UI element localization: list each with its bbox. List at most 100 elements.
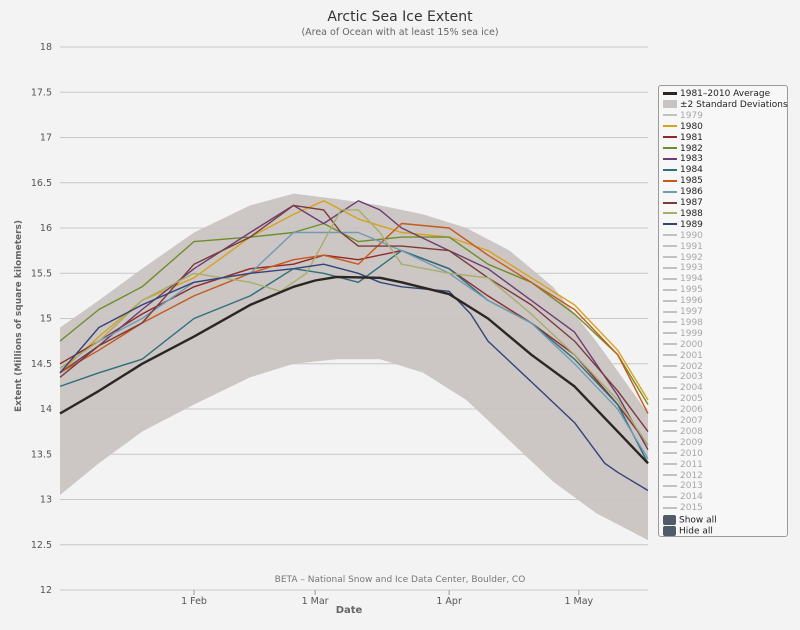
legend-label: 1981–2010 Average bbox=[680, 89, 771, 99]
legend-item-1992[interactable]: 1992 bbox=[663, 253, 703, 264]
legend-item-1993[interactable]: 1993 bbox=[663, 263, 703, 274]
legend-item-1990[interactable]: 1990 bbox=[663, 231, 703, 242]
series-line-1989 bbox=[59, 263, 649, 492]
legend-label: 1999 bbox=[680, 328, 703, 339]
legend-swatch bbox=[663, 484, 677, 487]
chart-subtitle: (Area of Ocean with at least 15% sea ice… bbox=[301, 27, 498, 38]
y-tick-label: 13.5 bbox=[31, 449, 52, 460]
legend-swatch bbox=[663, 386, 677, 389]
legend-item-2005[interactable]: 2005 bbox=[663, 394, 703, 405]
legend-item-2015[interactable]: 2015 bbox=[663, 503, 703, 514]
legend-swatch bbox=[663, 256, 677, 258]
legend-item-2007[interactable]: 2007 bbox=[663, 416, 703, 427]
series-line-1986 bbox=[59, 231, 649, 460]
legend-item-1987[interactable]: 1987 bbox=[663, 198, 703, 209]
legend-swatch bbox=[663, 332, 677, 335]
legend-item-1985[interactable]: 1985 bbox=[663, 176, 703, 187]
legend-swatch bbox=[663, 474, 677, 476]
legend-label: 2000 bbox=[680, 339, 703, 350]
legend-item-2013[interactable]: 2013 bbox=[663, 481, 703, 492]
y-tick-label: 16 bbox=[40, 223, 52, 234]
legend-item-1989[interactable]: 1989 bbox=[663, 220, 703, 231]
y-tick-label: 14.5 bbox=[31, 359, 52, 370]
legend-swatch bbox=[663, 310, 677, 313]
legend-swatch bbox=[663, 223, 677, 226]
legend-item-1999[interactable]: 1999 bbox=[663, 329, 703, 340]
legend-swatch bbox=[663, 343, 677, 346]
legend-label: 2014 bbox=[680, 492, 703, 503]
square-icon bbox=[663, 526, 676, 536]
legend-item-2000[interactable]: 2000 bbox=[663, 340, 703, 351]
legend-swatch bbox=[663, 245, 677, 248]
legend-label: 2003 bbox=[680, 372, 703, 383]
legend-swatch bbox=[663, 408, 677, 411]
legend-swatch bbox=[663, 92, 677, 95]
legend-item-1983[interactable]: 1983 bbox=[663, 154, 703, 165]
legend-swatch bbox=[663, 506, 677, 509]
legend-label: 2006 bbox=[680, 405, 703, 416]
legend-label: 2011 bbox=[680, 459, 703, 470]
series-line-1983 bbox=[59, 200, 649, 451]
legend-item-1996[interactable]: 1996 bbox=[663, 296, 703, 307]
legend-item-1988[interactable]: 1988 bbox=[663, 209, 703, 220]
legend-item-1991[interactable]: 1991 bbox=[663, 242, 703, 253]
legend-item-1995[interactable]: 1995 bbox=[663, 285, 703, 296]
legend-label: 1998 bbox=[680, 317, 703, 328]
legend-label: 2010 bbox=[680, 448, 703, 459]
series-line-1981 bbox=[59, 249, 649, 446]
legend-label: 1993 bbox=[680, 263, 703, 274]
y-tick-label: 12.5 bbox=[31, 540, 52, 551]
x-tick-label: 1 Mar bbox=[302, 596, 329, 607]
legend-item-2006[interactable]: 2006 bbox=[663, 405, 703, 416]
legend-label: 1982 bbox=[680, 143, 703, 154]
legend-item-2012[interactable]: 2012 bbox=[663, 471, 703, 482]
y-axis-label: Extent (Millions of square kilometers) bbox=[14, 220, 24, 412]
series-line-1984 bbox=[59, 249, 649, 464]
legend-item-2002[interactable]: 2002 bbox=[663, 362, 703, 373]
legend-label: ±2 Standard Deviations bbox=[680, 99, 788, 110]
legend-swatch bbox=[663, 212, 677, 215]
legend-item-1997[interactable]: 1997 bbox=[663, 307, 703, 318]
y-tick-label: 15 bbox=[40, 314, 52, 325]
legend-item-average[interactable]: 1981–2010 Average bbox=[663, 89, 770, 100]
legend-label: 1995 bbox=[680, 285, 703, 296]
legend-label: 2013 bbox=[680, 481, 703, 492]
legend-item-1979[interactable]: 1979 bbox=[663, 111, 703, 122]
series-line-1981-2010-average bbox=[59, 275, 649, 465]
legend-swatch bbox=[663, 157, 677, 160]
legend-item-2003[interactable]: 2003 bbox=[663, 372, 703, 383]
legend-item-2008[interactable]: 2008 bbox=[663, 427, 703, 438]
legend-item-std-band[interactable]: ±2 Standard Deviations bbox=[663, 100, 788, 111]
legend-swatch bbox=[663, 375, 677, 378]
legend-item-2010[interactable]: 2010 bbox=[663, 449, 703, 460]
legend-item-1994[interactable]: 1994 bbox=[663, 274, 703, 285]
show-all-button[interactable]: Show all bbox=[663, 515, 717, 526]
legend-item-1986[interactable]: 1986 bbox=[663, 187, 703, 198]
legend-item-2009[interactable]: 2009 bbox=[663, 438, 703, 449]
legend-item-2001[interactable]: 2001 bbox=[663, 351, 703, 362]
std-band-layer bbox=[60, 193, 648, 541]
legend-swatch bbox=[663, 354, 677, 357]
legend-label: 1983 bbox=[680, 154, 703, 165]
legend: 1981–2010 Average ±2 Standard Deviations 1… bbox=[658, 85, 788, 537]
legend-swatch bbox=[663, 365, 677, 367]
legend-label: 2009 bbox=[680, 437, 703, 448]
legend-item-1980[interactable]: 1980 bbox=[663, 122, 703, 133]
legend-item-1984[interactable]: 1984 bbox=[663, 165, 703, 176]
legend-item-2011[interactable]: 2011 bbox=[663, 460, 703, 471]
legend-item-2014[interactable]: 2014 bbox=[663, 492, 703, 503]
y-tick-label: 14 bbox=[40, 404, 52, 415]
x-tick-label: 1 May bbox=[564, 596, 593, 607]
y-tick-label: 15.5 bbox=[31, 268, 52, 279]
legend-item-1998[interactable]: 1998 bbox=[663, 318, 703, 329]
legend-label: 2012 bbox=[680, 470, 703, 481]
legend-label: 2002 bbox=[680, 361, 703, 372]
legend-swatch bbox=[663, 234, 677, 237]
legend-item-2004[interactable]: 2004 bbox=[663, 383, 703, 394]
legend-swatch bbox=[663, 147, 677, 149]
legend-item-1982[interactable]: 1982 bbox=[663, 144, 703, 155]
hide-all-button[interactable]: Hide all bbox=[663, 526, 713, 537]
legend-swatch bbox=[663, 168, 677, 171]
legend-item-1981[interactable]: 1981 bbox=[663, 133, 703, 144]
